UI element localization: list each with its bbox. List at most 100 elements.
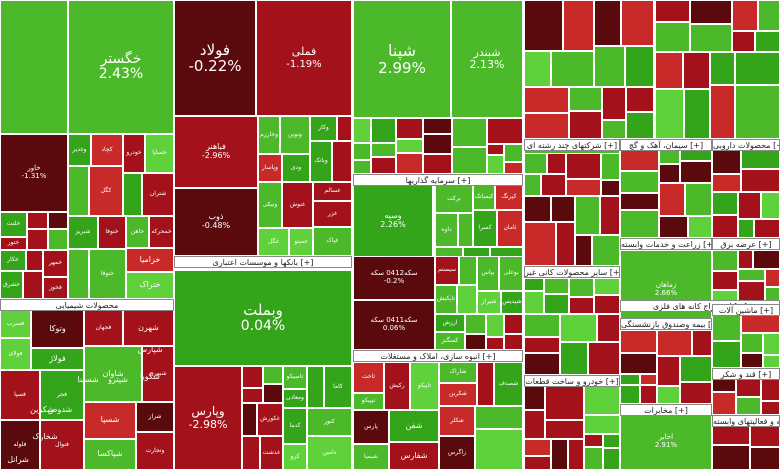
treemap-tile[interactable]	[544, 294, 569, 314]
treemap-tile[interactable]: شیمیا	[353, 444, 389, 470]
treemap-tile[interactable]	[569, 111, 602, 139]
treemap-tile[interactable]: فولای	[0, 338, 31, 370]
treemap-tile[interactable]: ختور	[0, 237, 27, 250]
treemap-tile[interactable]	[594, 295, 620, 314]
treemap-tile[interactable]: تاپکیش	[435, 285, 457, 314]
treemap-tile[interactable]: خنوفا	[98, 216, 126, 249]
treemap-tile[interactable]	[765, 269, 780, 287]
treemap-tile[interactable]	[487, 144, 504, 155]
treemap-tile[interactable]	[242, 403, 257, 436]
treemap-tile[interactable]	[738, 250, 753, 269]
sector-header[interactable]: محصولات دارویی [+]	[712, 139, 780, 151]
treemap-tile[interactable]	[524, 113, 569, 139]
treemap-tile[interactable]	[655, 22, 690, 52]
treemap-tile[interactable]	[712, 250, 738, 271]
treemap-tile[interactable]	[423, 134, 452, 154]
treemap-tile[interactable]: شاوان	[84, 346, 142, 402]
treemap-tile[interactable]	[603, 434, 620, 448]
treemap-tile[interactable]	[680, 356, 712, 382]
treemap-tile[interactable]	[710, 52, 735, 85]
treemap-tile[interactable]	[712, 341, 741, 368]
treemap-tile[interactable]: غنوش	[282, 182, 313, 228]
treemap-tile[interactable]	[741, 353, 763, 368]
treemap-tile[interactable]	[753, 250, 780, 269]
treemap-tile[interactable]: کگل	[89, 166, 123, 216]
treemap-tile[interactable]: فولاژ	[31, 348, 84, 370]
treemap-tile[interactable]: خاهن	[126, 216, 149, 248]
treemap-tile[interactable]	[524, 353, 560, 375]
treemap-tile[interactable]	[594, 46, 625, 87]
treemap-tile[interactable]: دامین	[307, 436, 352, 470]
treemap-tile[interactable]: داوه	[435, 213, 458, 247]
treemap-tile[interactable]	[504, 144, 523, 162]
treemap-tile[interactable]: فولاد -0.22%	[174, 0, 256, 116]
treemap-tile[interactable]: خمهر	[43, 250, 68, 277]
treemap-tile[interactable]: وتجارت	[136, 432, 174, 470]
treemap-tile[interactable]: وبملت 0.04%	[174, 270, 352, 366]
treemap-tile[interactable]: شصدف	[494, 362, 523, 406]
treemap-tile[interactable]	[371, 157, 396, 174]
treemap-tile[interactable]	[475, 429, 523, 470]
treemap-tile[interactable]: وخارزم	[258, 116, 280, 154]
treemap-tile[interactable]	[657, 356, 680, 386]
treemap-tile[interactable]	[524, 196, 551, 222]
treemap-tile[interactable]	[620, 385, 640, 404]
treemap-tile[interactable]	[750, 426, 780, 447]
treemap-tile[interactable]: فملی -1.19%	[256, 0, 352, 116]
treemap-tile[interactable]: ختوقا	[89, 249, 126, 299]
treemap-tile[interactable]	[371, 118, 396, 143]
treemap-tile[interactable]	[371, 143, 396, 157]
treemap-tile[interactable]	[761, 401, 780, 415]
treemap-tile[interactable]: وپاسار	[258, 154, 282, 182]
treemap-tile[interactable]: فسپا	[0, 370, 40, 420]
treemap-tile[interactable]: شپنا 2.99%	[353, 0, 451, 118]
treemap-tile[interactable]	[541, 174, 566, 196]
treemap-tile[interactable]	[242, 436, 260, 470]
treemap-tile[interactable]	[504, 162, 523, 174]
treemap-tile[interactable]	[458, 213, 473, 247]
treemap-tile[interactable]: ونوین	[280, 116, 310, 154]
treemap-tile[interactable]	[551, 196, 575, 222]
treemap-tile[interactable]: شبریز	[68, 216, 98, 249]
treemap-tile[interactable]	[712, 174, 741, 192]
treemap-tile[interactable]: خشرق	[0, 271, 23, 299]
treemap-tile[interactable]	[738, 192, 761, 219]
treemap-tile[interactable]: فجر	[40, 370, 84, 420]
treemap-tile[interactable]: تیپیکو	[353, 393, 384, 410]
treemap-tile[interactable]: شکربن	[439, 383, 477, 406]
treemap-tile[interactable]: کسرا	[473, 210, 497, 247]
treemap-tile[interactable]	[592, 235, 620, 266]
treemap-tile[interactable]	[353, 143, 371, 160]
treemap-tile[interactable]	[659, 216, 688, 238]
treemap-tile[interactable]	[524, 439, 551, 456]
treemap-tile[interactable]	[123, 173, 142, 216]
treemap-tile[interactable]: پارس	[353, 410, 389, 444]
treemap-tile[interactable]	[736, 397, 761, 415]
treemap-tile[interactable]	[690, 0, 732, 24]
treemap-tile[interactable]	[763, 355, 780, 368]
treemap-tile[interactable]: تاصیکو	[283, 366, 307, 389]
treemap-tile[interactable]	[594, 278, 620, 295]
treemap-tile[interactable]: خودرو	[123, 134, 145, 173]
treemap-tile[interactable]: کنور	[307, 408, 352, 436]
treemap-tile[interactable]	[625, 46, 654, 87]
treemap-tile[interactable]	[337, 116, 352, 141]
treemap-tile[interactable]	[465, 314, 486, 334]
treemap-tile[interactable]	[524, 87, 569, 113]
treemap-tile[interactable]	[475, 406, 523, 429]
treemap-tile[interactable]	[396, 118, 423, 139]
treemap-tile[interactable]	[263, 384, 283, 403]
treemap-tile[interactable]	[620, 193, 659, 210]
treemap-tile[interactable]	[657, 330, 692, 356]
treemap-tile[interactable]	[710, 85, 735, 139]
treemap-tile[interactable]	[655, 52, 683, 89]
treemap-tile[interactable]	[620, 374, 640, 385]
treemap-tile[interactable]: غدشت	[260, 436, 283, 470]
treemap-tile[interactable]: شفن	[389, 410, 439, 442]
treemap-tile[interactable]: سکه0412 سکه -0.2%	[353, 256, 435, 300]
treemap-tile[interactable]	[452, 147, 487, 174]
treemap-tile[interactable]	[601, 153, 620, 180]
sector-header[interactable]: زراعت و خدمات وابسته [+]	[620, 238, 712, 250]
treemap-tile[interactable]: ومعادن	[283, 389, 307, 408]
treemap-tile[interactable]	[735, 52, 780, 85]
